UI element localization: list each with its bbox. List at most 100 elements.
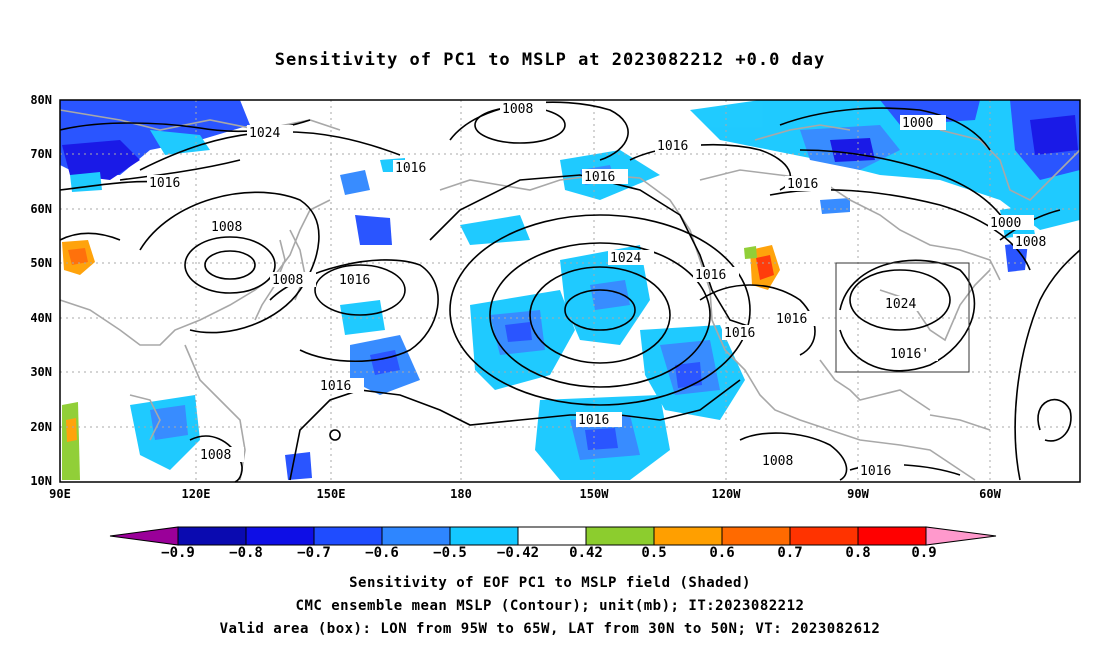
contour-label: 1016 [655,138,701,154]
colorbar-label: 0.6 [709,545,735,561]
svg-text:1016: 1016 [776,312,807,327]
svg-text:1016: 1016 [860,464,891,479]
contour-label: 1024 [608,250,654,266]
colorbar-swatch [177,526,247,546]
contour-label: 1016 [722,325,768,341]
contour-label: 1016 [318,378,364,394]
colorbar-swatch [585,526,655,546]
valid-area-box [835,262,970,373]
lat-label: 30N [30,365,52,379]
contour-label: 1016 [582,169,628,185]
colorbar-swatch [245,526,315,546]
map-frame [59,99,1081,483]
lon-label: 180 [450,487,472,501]
colorbar-label: −0.7 [297,545,331,561]
colorbar-label: 0.5 [641,545,667,561]
contour-label: 1008 [1013,234,1059,250]
svg-text:1000: 1000 [902,116,933,131]
lon-label: 90E [49,487,71,501]
colorbar [109,526,997,546]
colorbar-label: −0.5 [433,545,467,561]
shading-layer [60,100,1080,480]
contour-label: 1008 [270,272,316,288]
colorbar-label: 0.7 [777,545,803,561]
lon-label: 150W [579,487,609,501]
svg-text:1016: 1016 [578,413,609,428]
svg-text:1008: 1008 [200,448,231,463]
contour-label: 1016 [576,412,622,428]
svg-text:1016: 1016 [395,161,426,176]
colorbar-swatch [449,526,519,546]
graticule [60,100,1080,482]
contour-label: 1008 [198,447,244,463]
svg-text:1024: 1024 [885,297,916,312]
lat-label: 80N [30,93,52,107]
svg-text:1016: 1016 [584,170,615,185]
colorbar-swatch [789,526,859,546]
lat-label: 20N [30,420,52,434]
contour-label: 1016 [858,463,904,479]
colorbar-label: 0.42 [569,545,603,561]
svg-text:1016: 1016 [339,273,370,288]
contour-label: 1008 [500,101,546,117]
colorbar-swatch [857,526,927,546]
contour-label: 1016' [888,346,938,362]
contour-label: 1016 [693,267,739,283]
svg-text:1008: 1008 [1015,235,1046,250]
lat-label: 40N [30,311,52,325]
svg-text:1016: 1016 [149,176,180,191]
colorbar-label: 0.8 [845,545,871,561]
colorbar-label: −0.6 [365,545,399,561]
lon-label: 60W [979,487,1001,501]
svg-text:1008: 1008 [502,102,533,117]
caption-line-2: CMC ensemble mean MSLP (Contour); unit(m… [295,598,805,614]
map-title: Sensitivity of PC1 to MSLP at 2023082212… [274,50,826,70]
caption-line-3: Valid area (box): LON from 95W to 65W, L… [219,621,881,637]
lon-label: 90W [847,487,869,501]
lat-label: 50N [30,256,52,270]
svg-text:1024: 1024 [610,251,641,266]
svg-text:1016: 1016 [787,177,818,192]
contour-label: 1000 [900,115,946,131]
svg-text:1016: 1016 [320,379,351,394]
contour-label: 1008 [209,219,255,235]
lon-label: 150E [316,487,346,501]
contour-label: 1016 [337,272,383,288]
colorbar-label: −0.42 [496,545,540,561]
contour-labels: 1008 1024 1016 1016 1016 1016 1000 1008 … [147,101,1059,479]
lat-label: 10N [30,474,52,488]
svg-text:1008: 1008 [762,454,793,469]
contour-label: 1000 [988,215,1034,231]
contour-label: 1024 [247,125,293,141]
svg-text:1008: 1008 [272,273,303,288]
svg-text:1016: 1016 [657,139,688,154]
contour-label: 1016 [393,160,439,176]
caption-line-1: Sensitivity of EOF PC1 to MSLP field (Sh… [349,575,751,591]
contour-label: 1016 [147,175,193,191]
colorbar-swatch [517,526,587,546]
colorbar-swatch [653,526,723,546]
svg-text:1016': 1016' [890,347,929,362]
svg-text:1016: 1016 [724,326,755,341]
colorbar-cap-right [925,526,997,546]
lon-label: 120E [181,487,211,501]
svg-text:1008: 1008 [211,220,242,235]
svg-text:1000: 1000 [990,216,1021,231]
colorbar-label: 0.9 [911,545,937,561]
colorbar-label: −0.8 [229,545,263,561]
contour-label: 1016 [785,176,831,192]
colorbar-swatch [381,526,451,546]
svg-text:1024: 1024 [249,126,280,141]
lat-label: 70N [30,147,52,161]
colorbar-cap-left [109,526,179,546]
svg-text:1016: 1016 [695,268,726,283]
lat-label: 60N [30,202,52,216]
contour-label: 1024 [883,296,929,312]
lon-label: 120W [711,487,741,501]
colorbar-label: −0.9 [161,545,195,561]
contour-label: 1008 [760,453,806,469]
colorbar-swatch [721,526,791,546]
contour-label: 1016 [774,311,820,327]
colorbar-swatch [313,526,383,546]
